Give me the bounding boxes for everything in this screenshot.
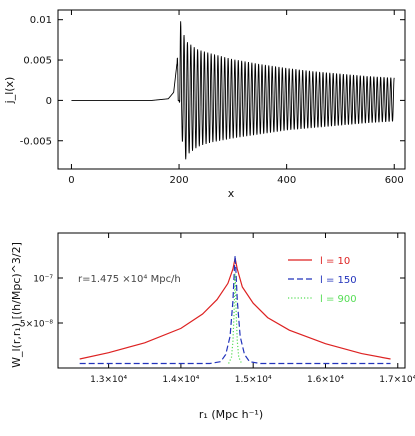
series-line-l-900 (228, 273, 243, 364)
top-x-tick-label: 200 (169, 175, 188, 186)
series-line-l-150 (79, 255, 391, 365)
bottom-panel: 1.3×10⁴ 1.4×10⁴ 1.5×10⁴ 1.6×10⁴ 1.7×10⁴ 10⁻⁷ 5… (10, 232, 415, 421)
top-x-tick-label: 400 (277, 175, 296, 186)
legend-label: l = 10 (320, 256, 350, 267)
top-y-axis-label: j_l(x) (3, 77, 16, 105)
top-plot-frame (57, 9, 406, 170)
top-y-tick-label: 0 (46, 96, 52, 107)
top-panel: 0 200 400 600 0.01 0.005 0 -0.005 x j_l(x) (3, 9, 406, 200)
radius-annotation: r=1.475 ×10⁴ Mpc/h (78, 274, 181, 285)
bottom-y-tick-label: 10⁻⁷ (33, 275, 53, 285)
top-series-line (71, 21, 395, 160)
top-y-tick-label: 0.005 (23, 56, 52, 67)
bottom-x-tick-label: 1.7×10⁴ (379, 375, 415, 385)
bottom-x-axis-label: r₁ (Mpc h⁻¹) (199, 408, 263, 421)
legend-label: l = 900 (320, 294, 357, 305)
top-x-tick-label: 0 (68, 175, 74, 186)
bottom-y-axis-label: W_l(r,r₁) [(h/Mpc)^3/2] (10, 242, 23, 368)
bottom-x-tick-label: 1.4×10⁴ (162, 375, 199, 385)
top-axis-ticks: 0 200 400 600 0.01 0.005 0 -0.005 (20, 10, 405, 186)
legend: l = 10 l = 150 l = 900 (288, 256, 357, 305)
legend-label: l = 150 (320, 275, 357, 286)
top-y-tick-label: -0.005 (20, 136, 52, 147)
bottom-x-tick-label: 1.5×10⁴ (235, 375, 272, 385)
bottom-x-tick-label: 1.3×10⁴ (90, 375, 127, 385)
top-y-tick-label: 0.01 (30, 15, 52, 26)
bottom-plot-frame (57, 232, 406, 369)
top-x-axis-label: x (228, 187, 235, 200)
bottom-series-group (79, 255, 391, 365)
top-x-tick-label: 600 (385, 175, 404, 186)
bottom-x-tick-label: 1.6×10⁴ (307, 375, 344, 385)
bottom-y-tick-label: 5×10⁻⁸ (20, 320, 53, 330)
